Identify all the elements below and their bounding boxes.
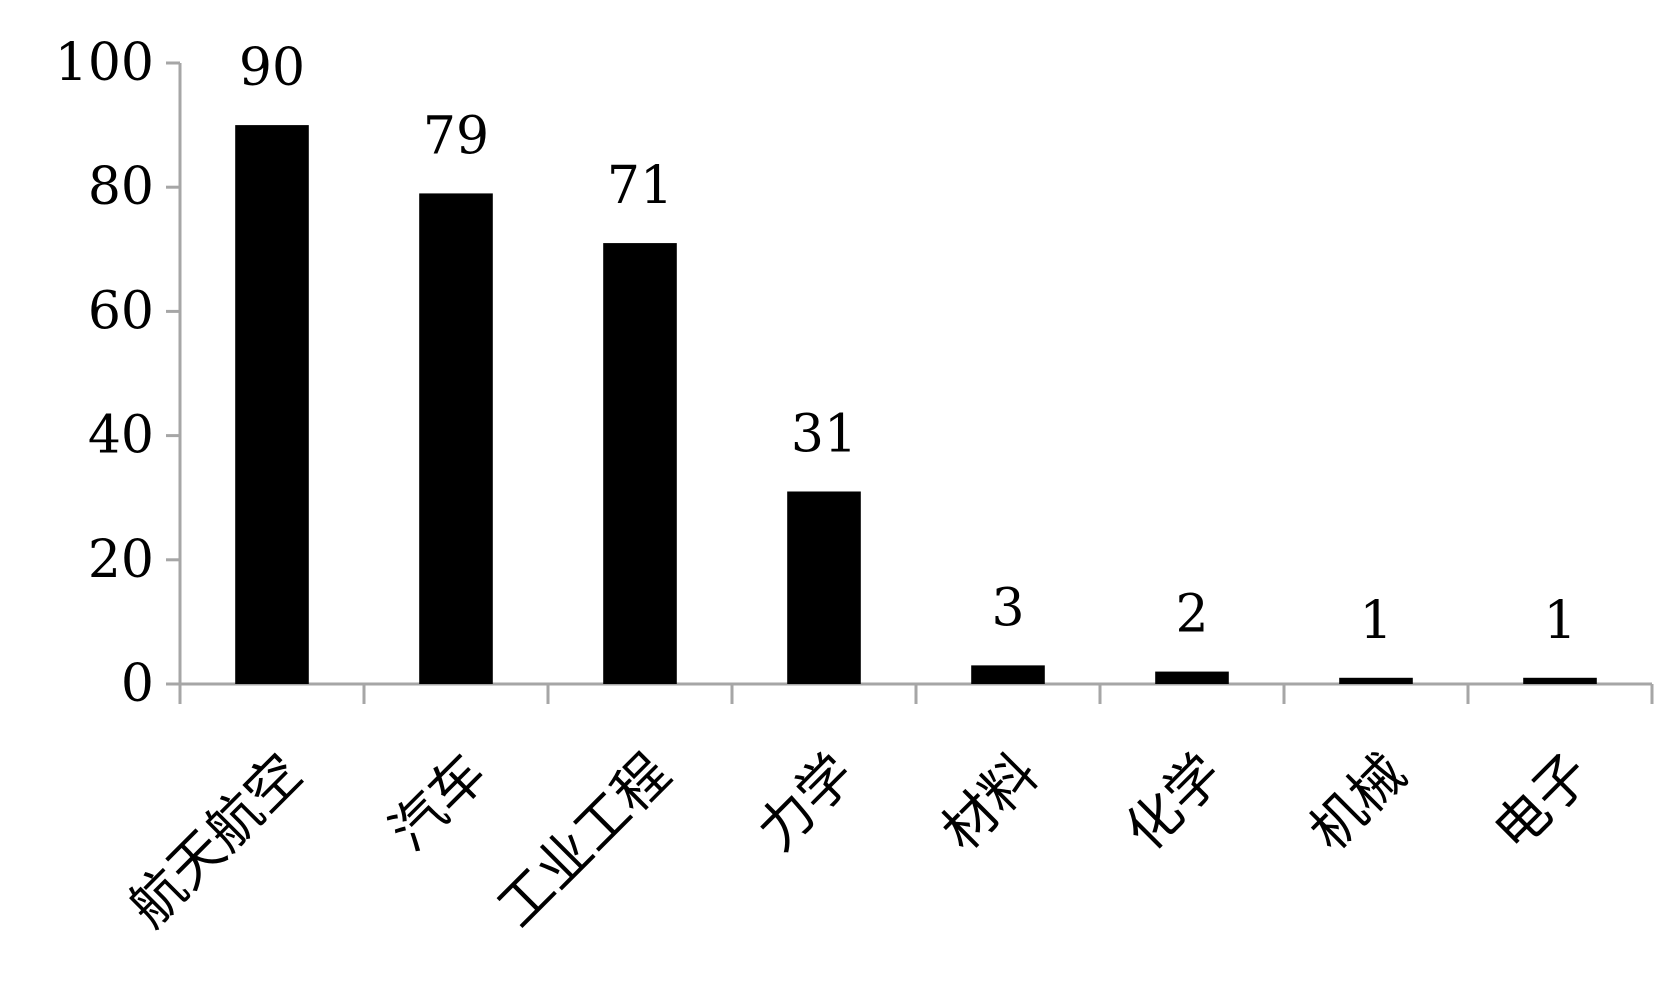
y-tick-label: 80 bbox=[88, 157, 154, 217]
bar bbox=[603, 243, 677, 684]
bar bbox=[1339, 677, 1413, 684]
category-label: 力学 bbox=[745, 742, 866, 863]
bar bbox=[419, 193, 493, 684]
bar bbox=[1523, 677, 1597, 684]
data-label: 2 bbox=[1175, 585, 1208, 645]
data-label: 31 bbox=[791, 404, 857, 464]
category-label: 汽车 bbox=[377, 742, 498, 863]
bar bbox=[235, 125, 309, 685]
data-label: 79 bbox=[423, 106, 489, 166]
category-label: 航天航空 bbox=[117, 742, 314, 939]
category-label: 机械 bbox=[1297, 742, 1418, 863]
category-label: 化学 bbox=[1113, 742, 1234, 863]
category-label: 工业工程 bbox=[485, 742, 682, 939]
bars-layer bbox=[235, 125, 1597, 685]
data-label: 1 bbox=[1543, 591, 1576, 651]
data-label: 90 bbox=[239, 38, 305, 98]
y-tick-label: 20 bbox=[88, 530, 154, 590]
y-tick-label: 100 bbox=[55, 33, 154, 93]
y-tick-label: 60 bbox=[88, 281, 154, 341]
y-tick-label: 0 bbox=[121, 654, 154, 714]
bar bbox=[971, 665, 1045, 684]
data-label: 71 bbox=[607, 156, 673, 216]
y-tick-label: 40 bbox=[88, 406, 154, 466]
category-label: 电子 bbox=[1481, 742, 1602, 863]
axes-layer bbox=[166, 61, 1654, 704]
bar bbox=[787, 491, 861, 684]
category-label: 材料 bbox=[929, 742, 1050, 863]
data-label: 3 bbox=[991, 578, 1024, 638]
bar bbox=[1155, 671, 1229, 684]
data-label: 1 bbox=[1359, 591, 1392, 651]
